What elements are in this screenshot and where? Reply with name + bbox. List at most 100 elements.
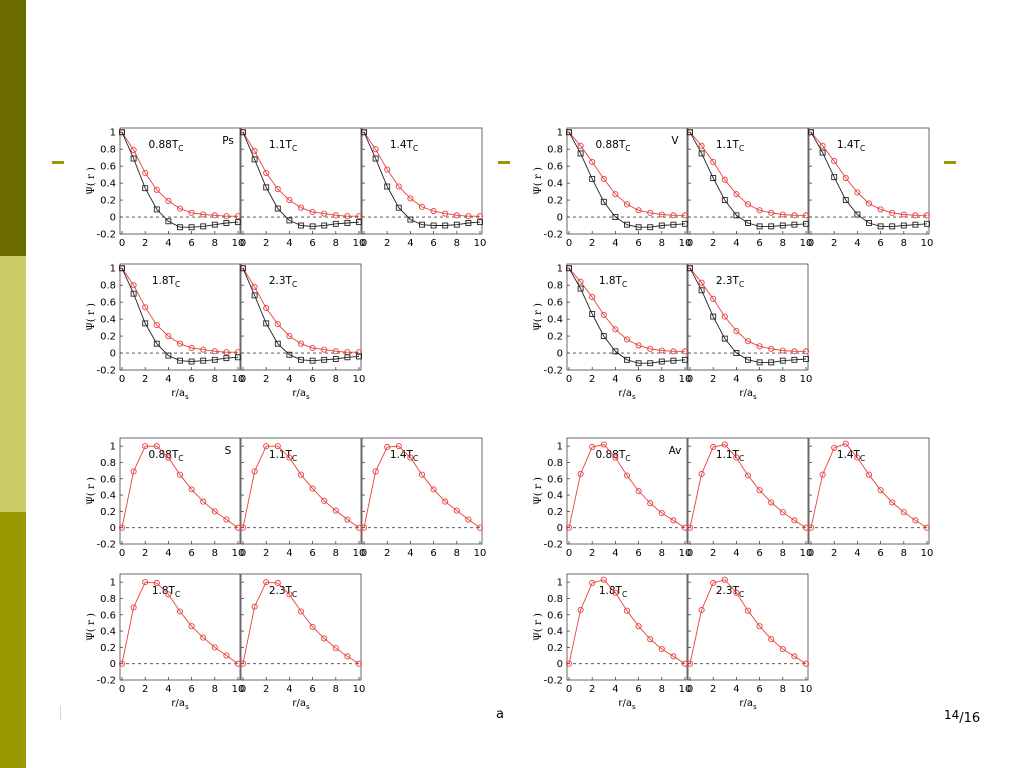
data-point-circle — [176, 608, 184, 615]
x-tick-label: 10 — [353, 684, 366, 695]
x-tick-label: 4 — [854, 548, 860, 559]
data-point-square — [612, 214, 619, 220]
panel-frame — [808, 437, 930, 545]
y-tick-label: 0 — [557, 213, 563, 224]
y-tick-label: 0.8 — [100, 458, 116, 469]
data-point-circle — [647, 500, 654, 507]
x-tick-label: 10 — [679, 548, 692, 559]
x-axis-label: r/as — [739, 388, 757, 401]
x-tick-label: 10 — [232, 684, 245, 695]
data-point-square — [235, 354, 241, 361]
x-tick-label: 2 — [142, 684, 148, 695]
data-point-square — [153, 206, 160, 213]
y-axis-label: Ψ( r ) — [86, 477, 97, 505]
y-tick-label: 0.4 — [547, 315, 563, 326]
data-point-circle — [355, 349, 363, 356]
data-point-circle — [211, 508, 218, 515]
x-tick-label: 0 — [808, 548, 814, 559]
data-point-circle — [831, 158, 838, 165]
data-point-square — [682, 356, 688, 363]
x-tick-label: 0 — [687, 548, 693, 559]
series-line-red — [121, 131, 238, 217]
data-point-square — [803, 220, 809, 227]
data-point-circle — [274, 321, 281, 328]
data-point-circle — [465, 516, 472, 523]
channel-label: Ps — [222, 135, 234, 147]
x-tick-label: 0 — [119, 548, 125, 559]
data-point-circle — [721, 313, 728, 320]
data-point-circle — [889, 209, 896, 216]
y-tick-label: 0.6 — [547, 474, 563, 485]
series-line-red — [810, 131, 927, 216]
data-point-square — [647, 224, 654, 231]
channel-label: S — [225, 445, 232, 457]
temperature-label-sub: C — [739, 280, 744, 289]
data-point-square — [624, 356, 630, 363]
data-point-square — [658, 222, 665, 229]
data-point-circle — [223, 349, 230, 356]
x-tick-label: 2 — [263, 684, 269, 695]
y-tick-label: 0.6 — [100, 162, 116, 173]
temperature-label-main: 1.8T — [599, 275, 623, 287]
data-point-circle — [877, 487, 884, 494]
x-axis-label-sub: s — [753, 703, 757, 711]
x-tick-label: 8 — [780, 374, 786, 385]
panel-Av-2: 0 2 4 6 8 10 1.4TC — [808, 437, 934, 559]
data-point-circle — [309, 208, 316, 216]
data-point-circle — [600, 175, 607, 182]
data-point-circle — [165, 333, 172, 340]
x-tick-label: 4 — [733, 684, 739, 695]
data-point-circle — [791, 348, 798, 355]
series-line-black — [568, 267, 686, 364]
data-point-circle — [710, 158, 717, 165]
data-point-circle — [635, 487, 642, 495]
data-point-square — [188, 224, 195, 231]
data-point-square — [177, 357, 183, 364]
y-tick-label: 1 — [557, 442, 563, 453]
panel-frame — [119, 573, 241, 681]
data-point-circle — [130, 282, 137, 289]
data-point-circle — [476, 213, 484, 220]
x-tick-label: 10 — [353, 548, 366, 559]
x-tick-label: 10 — [800, 684, 813, 695]
x-tick-label: 0 — [240, 684, 246, 695]
data-point-circle — [211, 212, 218, 219]
y-tick-label: 0.6 — [547, 298, 563, 309]
data-point-circle — [442, 210, 449, 217]
series-line-black — [689, 131, 807, 227]
x-tick-label: 0 — [240, 374, 246, 385]
data-point-square — [589, 311, 596, 317]
x-tick-label: 6 — [309, 684, 315, 695]
data-point-square — [577, 285, 584, 292]
series-line-red — [568, 267, 685, 352]
x-tick-label: 4 — [286, 374, 292, 385]
x-tick-label: 8 — [333, 548, 339, 559]
y-tick-label: 1 — [557, 578, 563, 589]
data-point-circle — [733, 327, 740, 335]
series-line-red — [568, 131, 685, 216]
data-point-square — [200, 357, 207, 364]
x-tick-label: 2 — [263, 548, 269, 559]
data-point-circle — [698, 142, 705, 149]
data-point-square — [130, 155, 137, 162]
x-tick-label: 2 — [589, 374, 595, 385]
data-point-circle — [756, 343, 763, 350]
x-tick-label: 10 — [921, 548, 934, 559]
temperature-label-sub: C — [625, 454, 630, 463]
y-tick-label: -0.2 — [96, 366, 116, 377]
temperature-label-sub: C — [413, 144, 418, 153]
x-tick-label: 0 — [119, 374, 125, 385]
data-point-square — [344, 220, 351, 226]
x-axis-label-sub: s — [306, 703, 310, 711]
data-point-square — [142, 185, 149, 192]
temperature-label-sub: C — [292, 144, 297, 153]
x-axis-label-main: r/a — [618, 698, 632, 709]
temperature-label-main: 2.3T — [716, 585, 740, 597]
data-point-square — [298, 356, 304, 363]
data-point-square — [577, 150, 584, 157]
x-tick-label: 4 — [407, 548, 413, 559]
y-tick-label: 0.2 — [100, 643, 116, 654]
x-tick-label: 6 — [188, 684, 194, 695]
x-tick-label: 0 — [687, 684, 693, 695]
data-point-circle — [686, 524, 694, 531]
